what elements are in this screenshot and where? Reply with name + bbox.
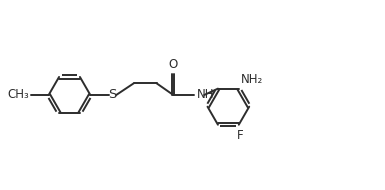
Text: S: S — [108, 89, 116, 101]
Text: O: O — [169, 58, 178, 71]
Text: NH: NH — [197, 88, 214, 101]
Text: CH₃: CH₃ — [8, 89, 30, 101]
Text: F: F — [237, 129, 244, 142]
Text: NH₂: NH₂ — [241, 73, 264, 86]
